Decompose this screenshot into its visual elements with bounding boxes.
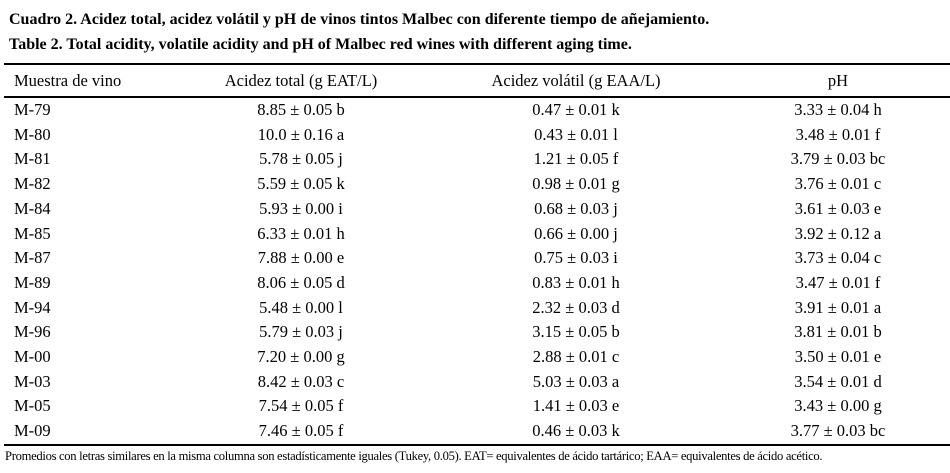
cell-total-acidity: 7.88 ± 0.00 e	[257, 248, 345, 268]
cell-volatile-acidity: 0.43 ± 0.01 l	[534, 124, 618, 144]
cell-total-acidity: 5.78 ± 0.05 j	[259, 149, 343, 169]
table-row: M-79 8.85 ± 0.05 b 0.47 ± 0.01 k 3.33 ± …	[4, 97, 950, 123]
cell-sample: M-82	[14, 174, 51, 194]
cell-sample: M-03	[14, 371, 51, 391]
cell-sample: M-09	[14, 421, 51, 441]
cell-ph: 3.73 ± 0.04 c	[794, 248, 882, 268]
cell-volatile-acidity: 5.03 ± 0.03 a	[532, 371, 620, 391]
cell-sample: M-79	[14, 100, 51, 120]
cell-ph: 3.91 ± 0.01 a	[794, 297, 882, 317]
cell-ph: 3.33 ± 0.04 h	[794, 100, 882, 120]
cell-sample: M-89	[14, 272, 51, 292]
cell-volatile-acidity: 0.68 ± 0.03 j	[534, 198, 618, 218]
cell-total-acidity: 5.59 ± 0.05 k	[257, 174, 345, 194]
table-row: M-81 5.78 ± 0.05 j 1.21 ± 0.05 f 3.79 ± …	[4, 147, 950, 172]
cell-sample: M-81	[14, 149, 51, 169]
cell-volatile-acidity: 0.83 ± 0.01 h	[532, 272, 620, 292]
table-caption-english: Table 2. Total acidity, volatile acidity…	[9, 36, 632, 53]
table-header: Muestra de vino Acidez total (g EAT/L) A…	[4, 64, 950, 98]
cell-volatile-acidity: 2.32 ± 0.03 d	[532, 297, 620, 317]
cell-total-acidity: 8.06 ± 0.05 d	[257, 272, 345, 292]
table-row: M-05 7.54 ± 0.05 f 1.41 ± 0.03 e 3.43 ± …	[4, 394, 950, 419]
cell-ph: 3.92 ± 0.12 a	[794, 223, 882, 243]
cell-total-acidity: 10.0 ± 0.16 a	[257, 124, 345, 144]
col-header-ph: pH	[720, 64, 950, 98]
cell-ph: 3.48 ± 0.01 f	[795, 124, 881, 144]
cell-volatile-acidity: 2.88 ± 0.01 c	[532, 346, 620, 366]
cell-total-acidity: 7.46 ± 0.05 f	[258, 421, 344, 441]
cell-volatile-acidity: 0.75 ± 0.03 i	[534, 248, 618, 268]
cell-total-acidity: 7.54 ± 0.05 f	[258, 396, 344, 416]
cell-ph: 3.47 ± 0.01 f	[795, 272, 881, 292]
cell-volatile-acidity: 1.41 ± 0.03 e	[532, 396, 620, 416]
cell-ph: 3.54 ± 0.01 d	[794, 371, 882, 391]
table-row: M-87 7.88 ± 0.00 e 0.75 ± 0.03 i 3.73 ± …	[4, 246, 950, 271]
table-row: M-82 5.59 ± 0.05 k 0.98 ± 0.01 g 3.76 ± …	[4, 172, 950, 197]
cell-total-acidity: 8.85 ± 0.05 b	[257, 100, 345, 120]
table-row: M-85 6.33 ± 0.01 h 0.66 ± 0.00 j 3.92 ± …	[4, 221, 950, 246]
cell-volatile-acidity: 0.46 ± 0.03 k	[532, 421, 620, 441]
table-caption: Cuadro 2. Acidez total, acidez volátil y…	[4, 7, 946, 57]
table-row: M-84 5.93 ± 0.00 i 0.68 ± 0.03 j 3.61 ± …	[4, 197, 950, 222]
cell-volatile-acidity: 3.15 ± 0.05 b	[532, 322, 620, 342]
table-caption-spanish: Cuadro 2. Acidez total, acidez volátil y…	[9, 11, 710, 28]
cell-volatile-acidity: 0.98 ± 0.01 g	[532, 174, 620, 194]
table-row: M-03 8.42 ± 0.03 c 5.03 ± 0.03 a 3.54 ± …	[4, 370, 950, 395]
cell-total-acidity: 5.79 ± 0.03 j	[259, 322, 343, 342]
cell-sample: M-96	[14, 322, 51, 342]
cell-ph: 3.79 ± 0.03 bc	[790, 149, 886, 169]
cell-sample: M-05	[14, 396, 51, 416]
col-header-total-acidity: Acidez total (g EAT/L)	[170, 64, 432, 98]
cell-ph: 3.43 ± 0.00 g	[794, 396, 882, 416]
cell-total-acidity: 5.93 ± 0.00 i	[259, 198, 343, 218]
col-header-sample: Muestra de vino	[4, 64, 170, 98]
cell-ph: 3.81 ± 0.01 b	[794, 322, 882, 342]
table-row: M-89 8.06 ± 0.05 d 0.83 ± 0.01 h 3.47 ± …	[4, 271, 950, 296]
cell-sample: M-87	[14, 248, 51, 268]
cell-sample: M-80	[14, 124, 51, 144]
cell-ph: 3.50 ± 0.01 e	[794, 346, 882, 366]
cell-volatile-acidity: 1.21 ± 0.05 f	[533, 149, 619, 169]
table-row: M-94 5.48 ± 0.00 l 2.32 ± 0.03 d 3.91 ± …	[4, 296, 950, 321]
cell-total-acidity: 7.20 ± 0.00 g	[257, 346, 345, 366]
cell-total-acidity: 8.42 ± 0.03 c	[257, 371, 345, 391]
cell-ph: 3.77 ± 0.03 bc	[790, 421, 886, 441]
cell-volatile-acidity: 0.66 ± 0.00 j	[534, 223, 618, 243]
table-row: M-96 5.79 ± 0.03 j 3.15 ± 0.05 b 3.81 ± …	[4, 320, 950, 345]
wine-acidity-table: Muestra de vino Acidez total (g EAT/L) A…	[4, 63, 950, 446]
table-body: M-79 8.85 ± 0.05 b 0.47 ± 0.01 k 3.33 ± …	[4, 97, 950, 445]
col-header-volatile-acidity: Acidez volátil (g EAA/L)	[432, 64, 720, 98]
cell-total-acidity: 5.48 ± 0.00 l	[259, 297, 343, 317]
cell-sample: M-85	[14, 223, 51, 243]
table-row: M-09 7.46 ± 0.05 f 0.46 ± 0.03 k 3.77 ± …	[4, 419, 950, 445]
header-row: Muestra de vino Acidez total (g EAT/L) A…	[4, 64, 950, 98]
cell-sample: M-94	[14, 297, 51, 317]
cell-ph: 3.76 ± 0.01 c	[794, 174, 882, 194]
cell-sample: M-00	[14, 346, 51, 366]
table-row: M-80 10.0 ± 0.16 a 0.43 ± 0.01 l 3.48 ± …	[4, 123, 950, 148]
cell-volatile-acidity: 0.47 ± 0.01 k	[532, 100, 620, 120]
table-row: M-00 7.20 ± 0.00 g 2.88 ± 0.01 c 3.50 ± …	[4, 345, 950, 370]
cell-total-acidity: 6.33 ± 0.01 h	[257, 223, 345, 243]
cell-sample: M-84	[14, 198, 51, 218]
table-footnote: Promedios con letras similares en la mis…	[5, 448, 823, 463]
cell-ph: 3.61 ± 0.03 e	[794, 198, 882, 218]
